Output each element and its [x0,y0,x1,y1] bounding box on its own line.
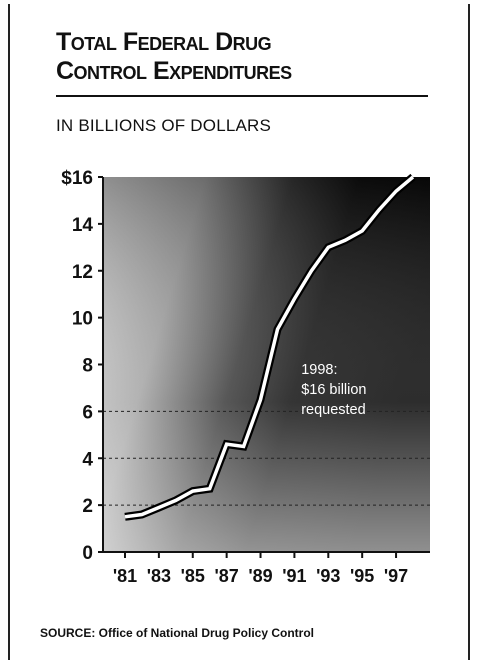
x-tick-label: '95 [350,566,374,586]
x-tick-label: '93 [316,566,340,586]
x-tick-label: '81 [113,566,137,586]
y-tick-label: 12 [72,262,93,283]
y-tick-label: 2 [82,496,93,517]
y-tick-label: 6 [82,402,93,423]
y-tick-labels: 0 2 4 6 8 10 12 14 $16 [61,168,93,564]
axes [98,176,430,558]
chart-subtitle: IN BILLIONS OF DOLLARS [56,116,272,135]
annotation-line: $16 billion [301,382,366,398]
y-tick-label: 14 [72,215,94,236]
x-tick-labels: '81 '83 '85 '87 '89 '91 '93 '95 '97 [113,566,408,586]
source-note: SOURCE: Office of National Drug Policy C… [40,626,315,640]
y-tick-label: 8 [82,356,93,377]
x-tick-label: '89 [248,566,272,586]
y-tick-label: $16 [61,168,93,189]
x-tick-label: '91 [282,566,306,586]
chart-title-line-1: Total Federal Drug [56,28,272,56]
series-line-group [124,173,416,521]
series-line [124,175,415,519]
x-tick-label: '85 [181,566,205,586]
chart-title: Total Federal Drug Control Expenditures [56,28,436,86]
x-tick-label: '97 [384,566,408,586]
annotation-line: requested [301,402,366,418]
x-tick-label: '87 [214,566,238,586]
annotation-line: 1998: [301,362,337,378]
y-tick-label: 10 [72,309,93,330]
title-rule [56,95,428,97]
y-tick-label: 0 [82,543,93,564]
annotation: 1998: $16 billion requested [301,362,366,418]
chart-title-line-2: Control Expenditures [56,57,292,85]
x-tick-label: '83 [147,566,171,586]
y-tick-label: 4 [82,449,93,470]
